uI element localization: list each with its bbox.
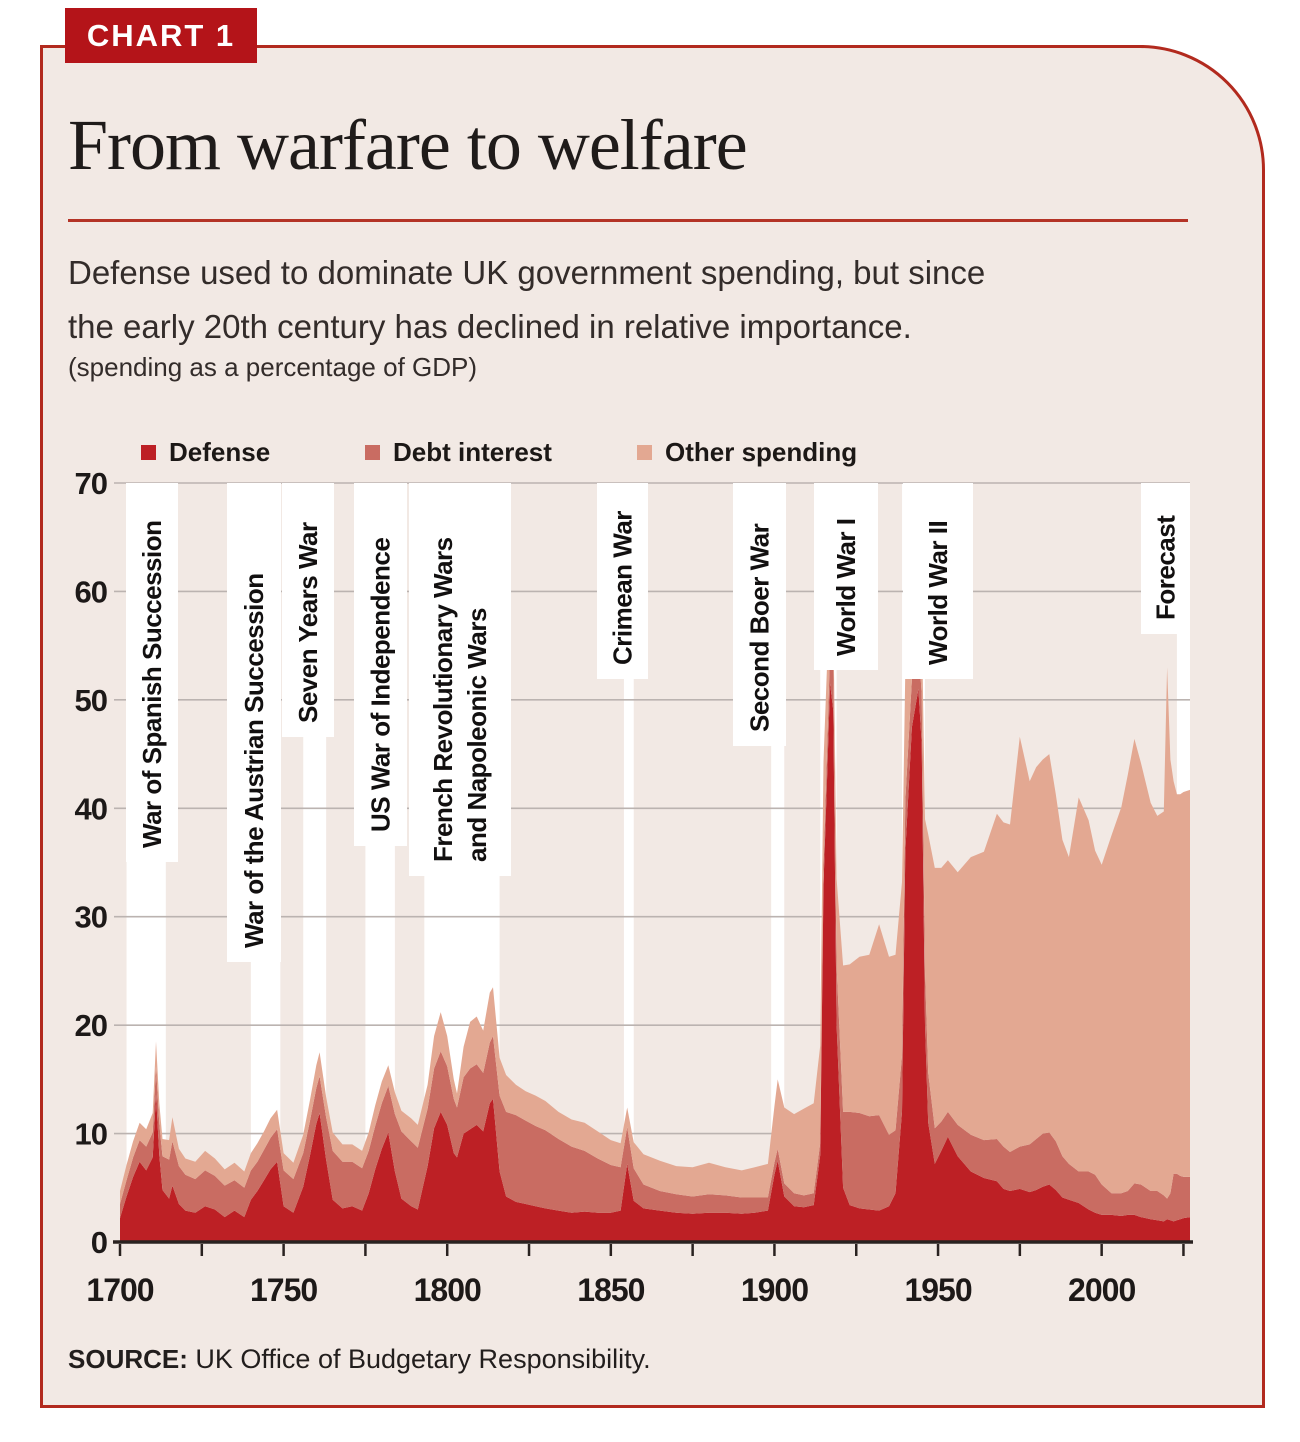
chart-number-label: CHART 1: [86, 17, 236, 53]
x-axis-label: 1850: [577, 1272, 644, 1308]
debt-interest-swatch-icon: [365, 445, 380, 460]
title-divider: [68, 219, 1188, 222]
area-debt-interest: [120, 642, 1190, 1222]
x-axis-label: 1800: [414, 1272, 481, 1308]
legend-label-defense: Defense: [169, 437, 271, 467]
war-label: Second Boer War: [745, 523, 775, 732]
area-other-spending: [120, 567, 1190, 1204]
subtitle-line-2: the early 20th century has declined in r…: [68, 308, 912, 345]
x-axis-label: 1900: [741, 1272, 808, 1308]
chart-subtitle: Defense used to dominate UK government s…: [68, 246, 1218, 354]
x-axis-label: 2000: [1068, 1272, 1135, 1308]
war-label-box: [227, 483, 281, 962]
war-label-box: [814, 483, 878, 670]
y-axis-label: 0: [91, 1225, 107, 1260]
legend-label-debt-interest: Debt interest: [393, 437, 552, 467]
subtitle-line-1: Defense used to dominate UK government s…: [68, 254, 986, 291]
war-label: US War of Independence: [366, 538, 396, 832]
x-axis-label: 1700: [86, 1272, 153, 1308]
war-label-box: [733, 483, 786, 746]
war-label: War of Spanish Succession: [137, 520, 167, 848]
war-label-box: [597, 483, 648, 679]
y-axis-label: 60: [75, 574, 107, 609]
other-spending-swatch-icon: [637, 445, 652, 460]
x-axis-label: 1950: [904, 1272, 971, 1308]
chart-number-badge: CHART 1: [65, 8, 257, 63]
y-axis-label: 20: [75, 1008, 107, 1043]
y-axis-label: 40: [75, 791, 107, 826]
war-label-box: [409, 483, 511, 876]
war-label-box: [1141, 483, 1190, 634]
war-label: Forecast: [1151, 515, 1181, 620]
war-label: War of the Austrian Succession: [239, 573, 269, 948]
page-title: From warfare to welfare: [68, 105, 748, 185]
war-label: World War II: [923, 521, 953, 665]
area-defense: [120, 683, 1190, 1242]
legend-item-other-spending: Other spending: [637, 437, 857, 468]
war-label: World War I: [831, 519, 861, 657]
legend-item-defense: Defense: [141, 437, 270, 468]
war-label-box: [354, 483, 407, 846]
source-text: UK Office of Budgetary Responsibility.: [187, 1344, 651, 1374]
war-label-box: [903, 483, 973, 679]
source-prefix: SOURCE:: [68, 1344, 188, 1374]
war-label: and Napoleonic Wars: [462, 608, 492, 862]
chart-legend: Defense Debt interest Other spending: [0, 437, 1300, 467]
y-axis-label: 30: [75, 900, 107, 935]
x-axis-label: 1750: [250, 1272, 317, 1308]
defense-swatch-icon: [141, 445, 156, 460]
war-label-box: [126, 483, 178, 862]
source-note: SOURCE: UK Office of Budgetary Responsib…: [68, 1344, 651, 1375]
y-axis-label: 10: [75, 1117, 107, 1152]
legend-label-other-spending: Other spending: [665, 437, 858, 467]
war-label: French Revolutionary Wars: [428, 537, 458, 862]
war-period-band: [623, 483, 634, 1242]
legend-item-debt-interest: Debt interest: [365, 437, 552, 468]
units-note: (spending as a percentage of GDP): [68, 352, 478, 382]
y-axis-label: 70: [75, 466, 107, 501]
war-label: Crimean War: [608, 511, 638, 665]
war-label: Seven Years War: [293, 522, 323, 723]
war-label-box: [282, 483, 334, 737]
y-axis-label: 50: [75, 683, 107, 718]
